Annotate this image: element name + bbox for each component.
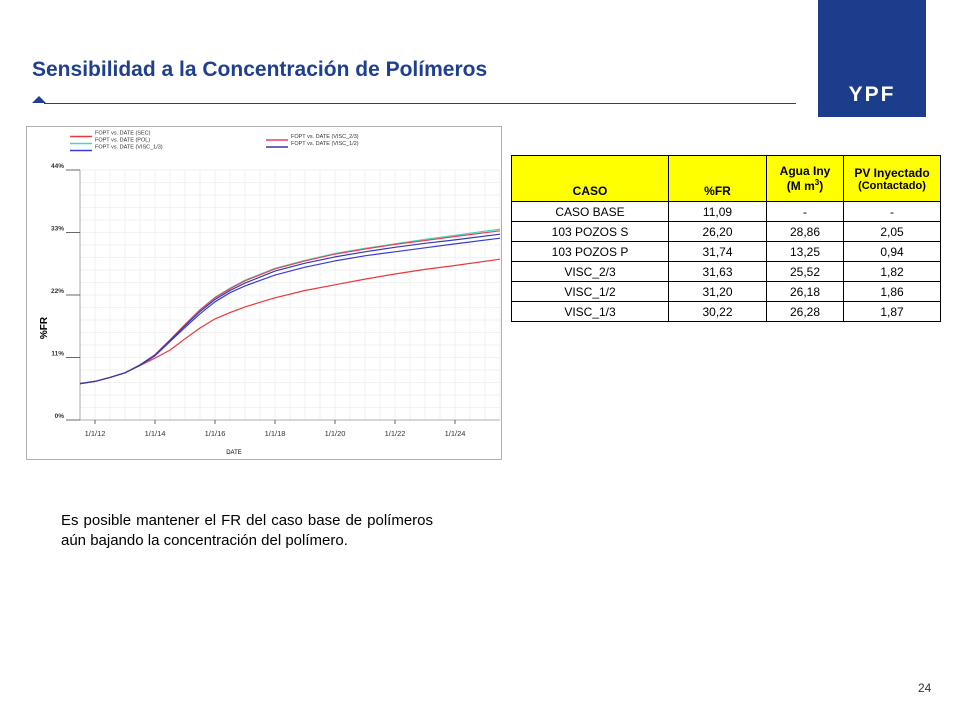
title-divider (44, 103, 796, 104)
x-tick-label: 1/1/22 (385, 429, 406, 438)
cell-fr: 11,09 (668, 201, 767, 222)
results-table: CASO %FR Agua Iny (M m3) PV Inyectado (C… (511, 155, 941, 322)
ypf-logo: YPF (818, 0, 926, 117)
cell-case: 103 POZOS P (511, 241, 669, 262)
cell-case: VISC_2/3 (511, 261, 669, 282)
x-tick-label: 1/1/18 (265, 429, 286, 438)
y-tick-label: 33% (51, 226, 64, 233)
page-number: 24 (918, 681, 932, 695)
legend-label: FOPT vs. DATE (POL) (95, 138, 150, 144)
x-tick-label: 1/1/12 (85, 429, 106, 438)
cell-agua: 26,28 (766, 301, 844, 322)
cell-pv: 2,05 (843, 221, 941, 242)
y-axis-label: %FR (39, 316, 50, 339)
title-arrow-icon (32, 96, 46, 103)
header-agua-close: ) (819, 179, 824, 193)
cell-fr: 30,22 (668, 301, 767, 322)
x-tick-label: 1/1/24 (445, 429, 466, 438)
cell-agua: 28,86 (766, 221, 844, 242)
x-axis-label: DATE (226, 450, 242, 456)
chart-background (26, 126, 502, 460)
header-agua-sup: 3 (814, 178, 820, 187)
header-pv-inyectado: PV Inyectado (Contactado) (843, 155, 941, 202)
cell-fr: 31,20 (668, 281, 767, 302)
header-fr: %FR (668, 155, 767, 202)
table-header-row: CASO %FR Agua Iny (M m3) PV Inyectado (C… (511, 155, 941, 202)
cell-case: CASO BASE (511, 201, 669, 222)
table-row: VISC_1/2 31,20 26,18 1,86 (511, 281, 941, 302)
cell-case: VISC_1/3 (511, 301, 669, 322)
table-row: 103 POZOS S 26,20 28,86 2,05 (511, 221, 941, 242)
x-tick-label: 1/1/16 (205, 429, 226, 438)
table-row: VISC_2/3 31,63 25,52 1,82 (511, 261, 941, 282)
cell-agua: 25,52 (766, 261, 844, 282)
cell-pv: 1,87 (843, 301, 941, 322)
legend-label: FOPT vs. DATE (SEC) (95, 131, 151, 137)
header-agua-line1: Agua Iny (779, 164, 831, 178)
cell-pv: 1,82 (843, 261, 941, 282)
cell-pv: - (843, 201, 941, 222)
cell-case: VISC_1/2 (511, 281, 669, 302)
legend-label: FOPT vs. DATE (VISC_1/3) (95, 145, 163, 151)
y-tick-label: 44% (51, 163, 64, 170)
fr-line-chart: FOPT vs. DATE (SEC)FOPT vs. DATE (POL)FO… (26, 126, 502, 460)
cell-pv: 1,86 (843, 281, 941, 302)
cell-agua: - (766, 201, 844, 222)
y-tick-label: 11% (51, 351, 64, 358)
x-tick-label: 1/1/20 (325, 429, 346, 438)
legend-label: FOPT vs. DATE (VISC_1/2) (291, 141, 359, 147)
y-tick-label: 22% (51, 288, 64, 295)
table-row: VISC_1/3 30,22 26,28 1,87 (511, 301, 941, 322)
cell-pv: 0,94 (843, 241, 941, 262)
series-line (79, 233, 501, 385)
cell-agua: 26,18 (766, 281, 844, 302)
cell-fr: 26,20 (668, 221, 767, 242)
body-text: Es posible mantener el FR del caso base … (61, 512, 433, 549)
cell-case: 103 POZOS S (511, 221, 669, 242)
cell-agua: 13,25 (766, 241, 844, 262)
logo-text: YPF (848, 83, 896, 106)
table-row: CASO BASE 11,09- - (511, 201, 941, 222)
x-tick-label: 1/1/14 (145, 429, 166, 438)
header-pv-line1: PV Inyectado (854, 165, 930, 180)
header-agua-line2: (M m (786, 179, 815, 193)
slide-title: Sensibilidad a la Concentración de Polím… (32, 58, 488, 81)
header-caso: CASO (511, 155, 669, 202)
y-tick-label: 0% (55, 413, 65, 420)
cell-fr: 31,74 (668, 241, 767, 262)
header-pv-line2: (Contactado) (858, 179, 926, 192)
header-agua-iny: Agua Iny (M m3) (766, 155, 844, 202)
legend-label: FOPT vs. DATE (VISC_2/3) (291, 134, 359, 140)
cell-fr: 31,63 (668, 261, 767, 282)
table-row: 103 POZOS P 31,74 13,25 0,94 (511, 241, 941, 262)
